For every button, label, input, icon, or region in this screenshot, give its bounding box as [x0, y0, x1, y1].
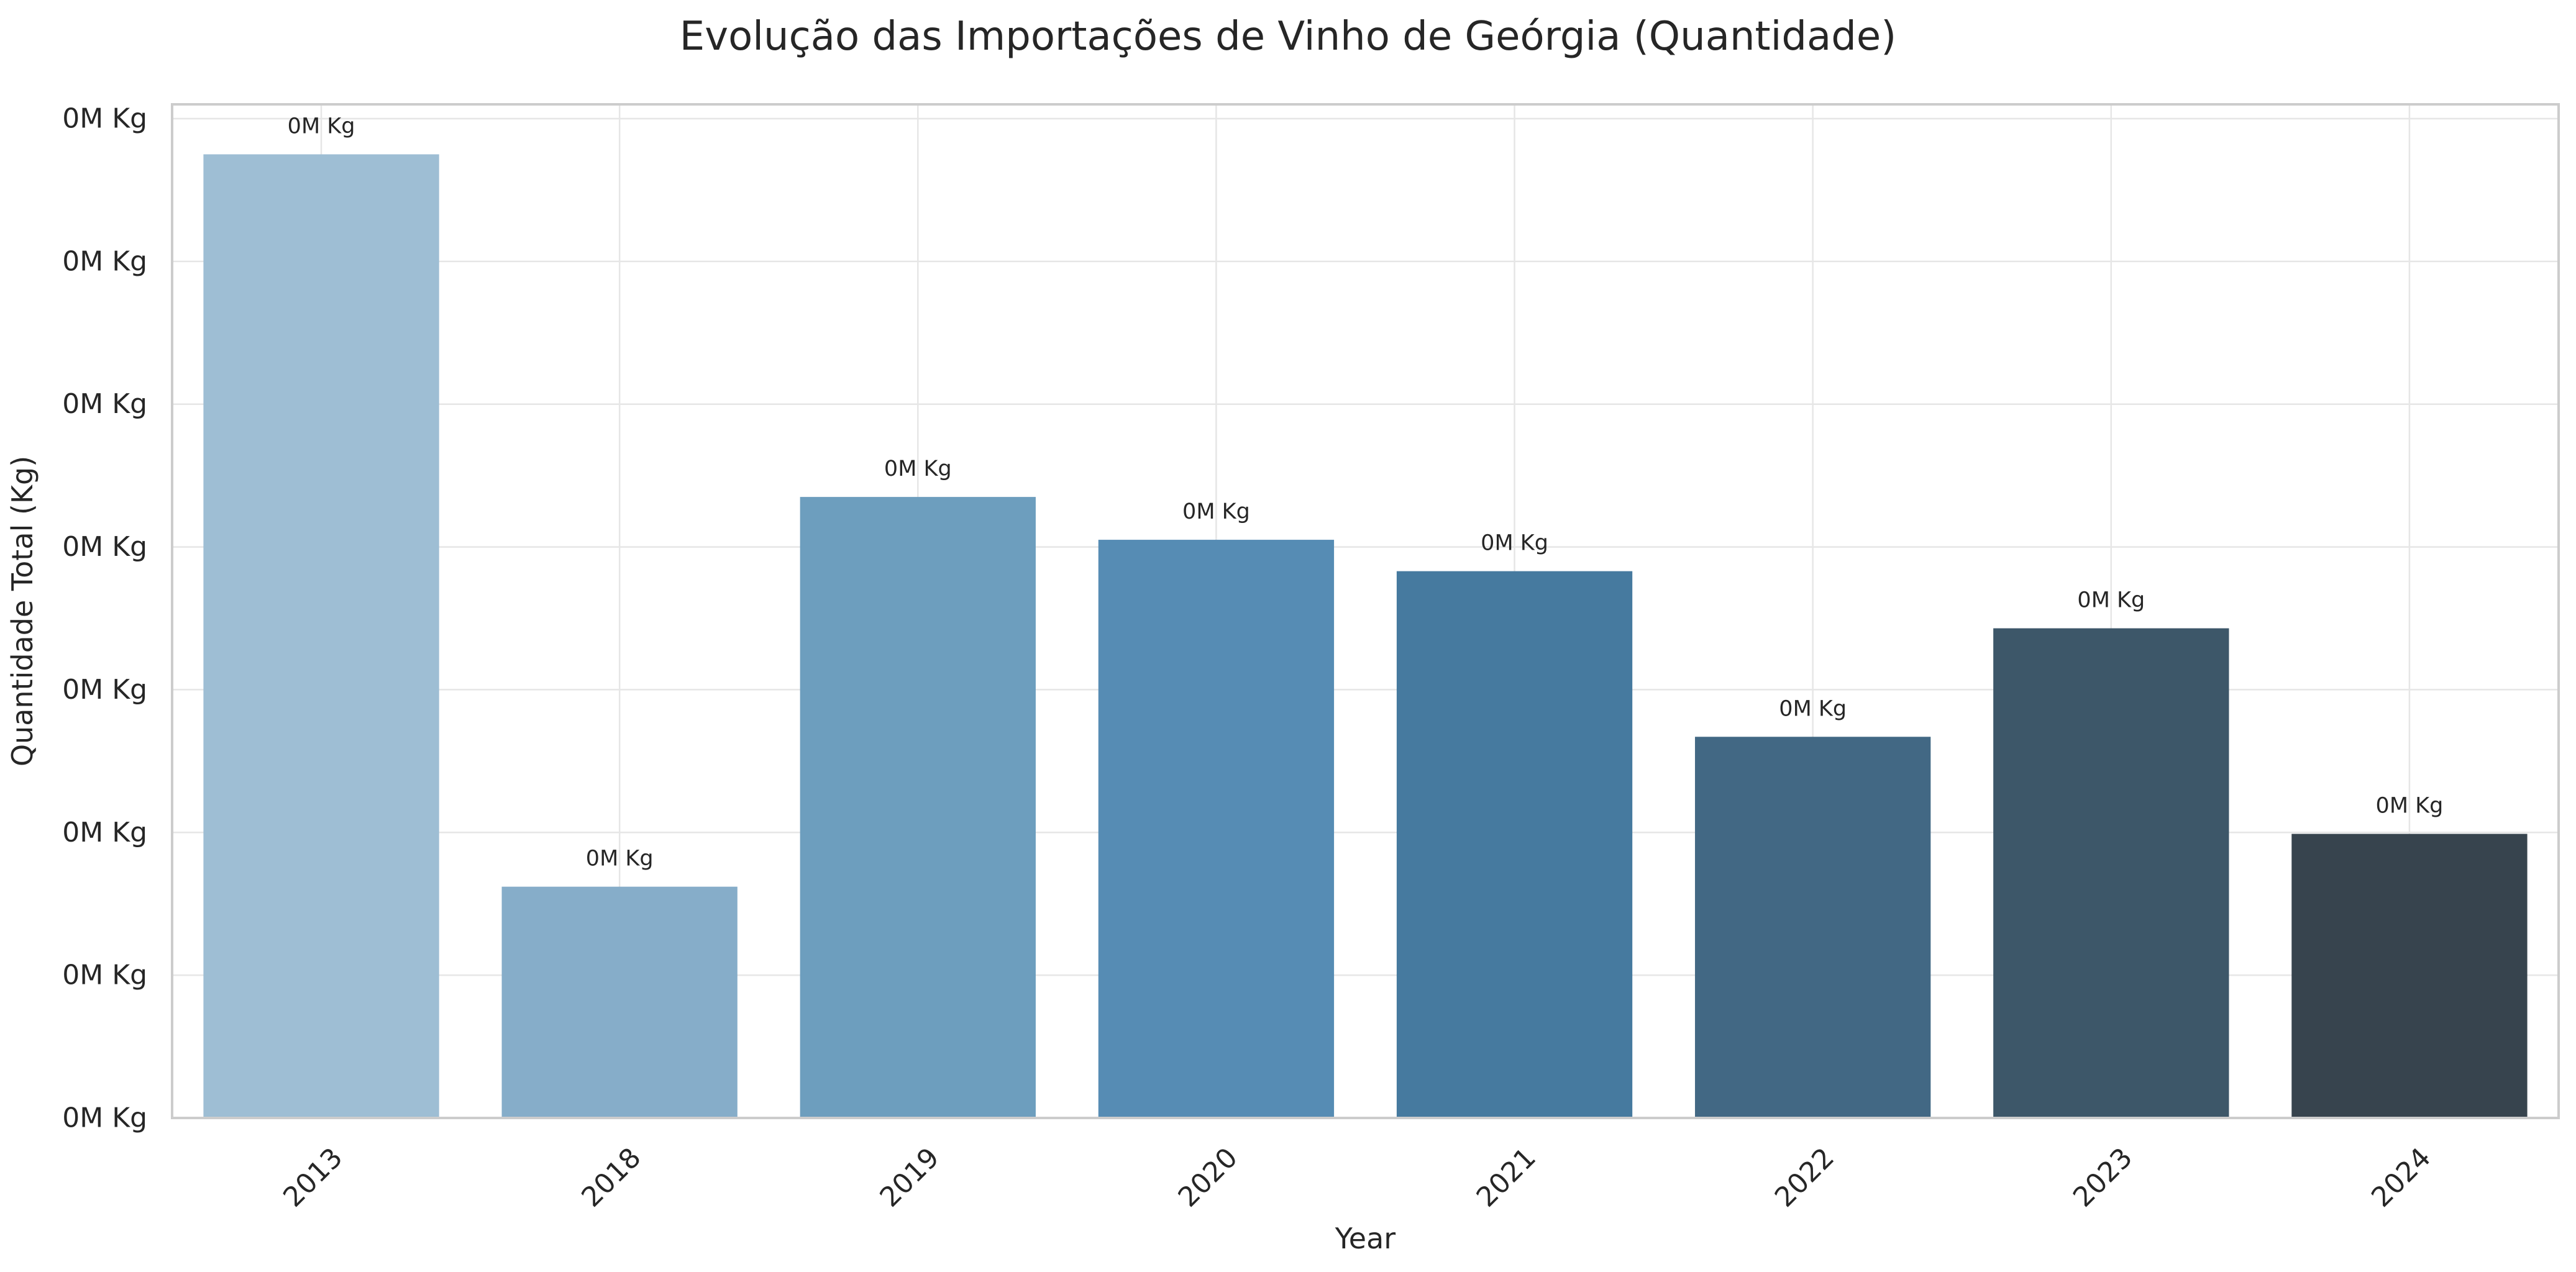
data-label-2023: 0M Kg — [2077, 588, 2145, 613]
bar-2024 — [2291, 834, 2528, 1118]
x-tick-label-2013: 2013 — [277, 1142, 349, 1213]
data-label-2021: 0M Kg — [1481, 531, 1548, 556]
y-tick-label: 0M Kg — [62, 531, 147, 563]
x-tick-label-2024: 2024 — [2365, 1142, 2437, 1213]
y-axis-ticks: 0M Kg 0M Kg 0M Kg 0M Kg 0M Kg 0M Kg 0M Kg 0M Kg — [62, 102, 147, 1133]
y-tick-label: 0M Kg — [62, 388, 147, 420]
chart-title: Evolução das Importações de Vinho de Geó… — [680, 14, 1896, 60]
y-tick-label: 0M Kg — [62, 1102, 147, 1134]
y-tick-label: 0M Kg — [62, 245, 147, 277]
bar-2021 — [1396, 571, 1633, 1118]
x-axis-label: Year — [1335, 1222, 1395, 1255]
x-tick-label-2023: 2023 — [2067, 1142, 2139, 1213]
x-tick-label-2018: 2018 — [575, 1142, 647, 1213]
x-tick-label-2022: 2022 — [1769, 1142, 1840, 1213]
bar-2013 — [203, 154, 439, 1119]
x-tick-label-2019: 2019 — [874, 1142, 945, 1213]
bar-2018 — [501, 886, 738, 1118]
y-tick-label: 0M Kg — [62, 102, 147, 134]
data-label-2024: 0M Kg — [2376, 794, 2444, 819]
y-axis-label: Quantidade Total (Kg) — [6, 456, 39, 766]
x-axis-ticks: 2013 2018 2019 2020 2021 2022 2023 2024 — [277, 1142, 2437, 1213]
data-label-2013: 0M Kg — [288, 114, 355, 139]
data-label-2022: 0M Kg — [1779, 696, 1847, 721]
x-tick-label-2020: 2020 — [1172, 1142, 1244, 1213]
data-label-2018: 0M Kg — [586, 847, 654, 871]
y-tick-label: 0M Kg — [62, 817, 147, 848]
data-labels-layer: 0M Kg 0M Kg 0M Kg 0M Kg 0M Kg 0M Kg 0M Kg 0M Kg — [288, 114, 2444, 871]
bar-2022 — [1695, 737, 1931, 1118]
y-tick-label: 0M Kg — [62, 674, 147, 706]
x-tick-label-2021: 2021 — [1471, 1142, 1542, 1213]
bar-2023 — [1993, 628, 2229, 1118]
bars-layer — [203, 154, 2528, 1119]
data-label-2019: 0M Kg — [884, 457, 952, 481]
bar-2019 — [800, 497, 1036, 1118]
bar-2020 — [1098, 540, 1335, 1118]
y-tick-label: 0M Kg — [62, 960, 147, 991]
data-label-2020: 0M Kg — [1182, 499, 1250, 524]
plot-frame — [171, 103, 2560, 1119]
